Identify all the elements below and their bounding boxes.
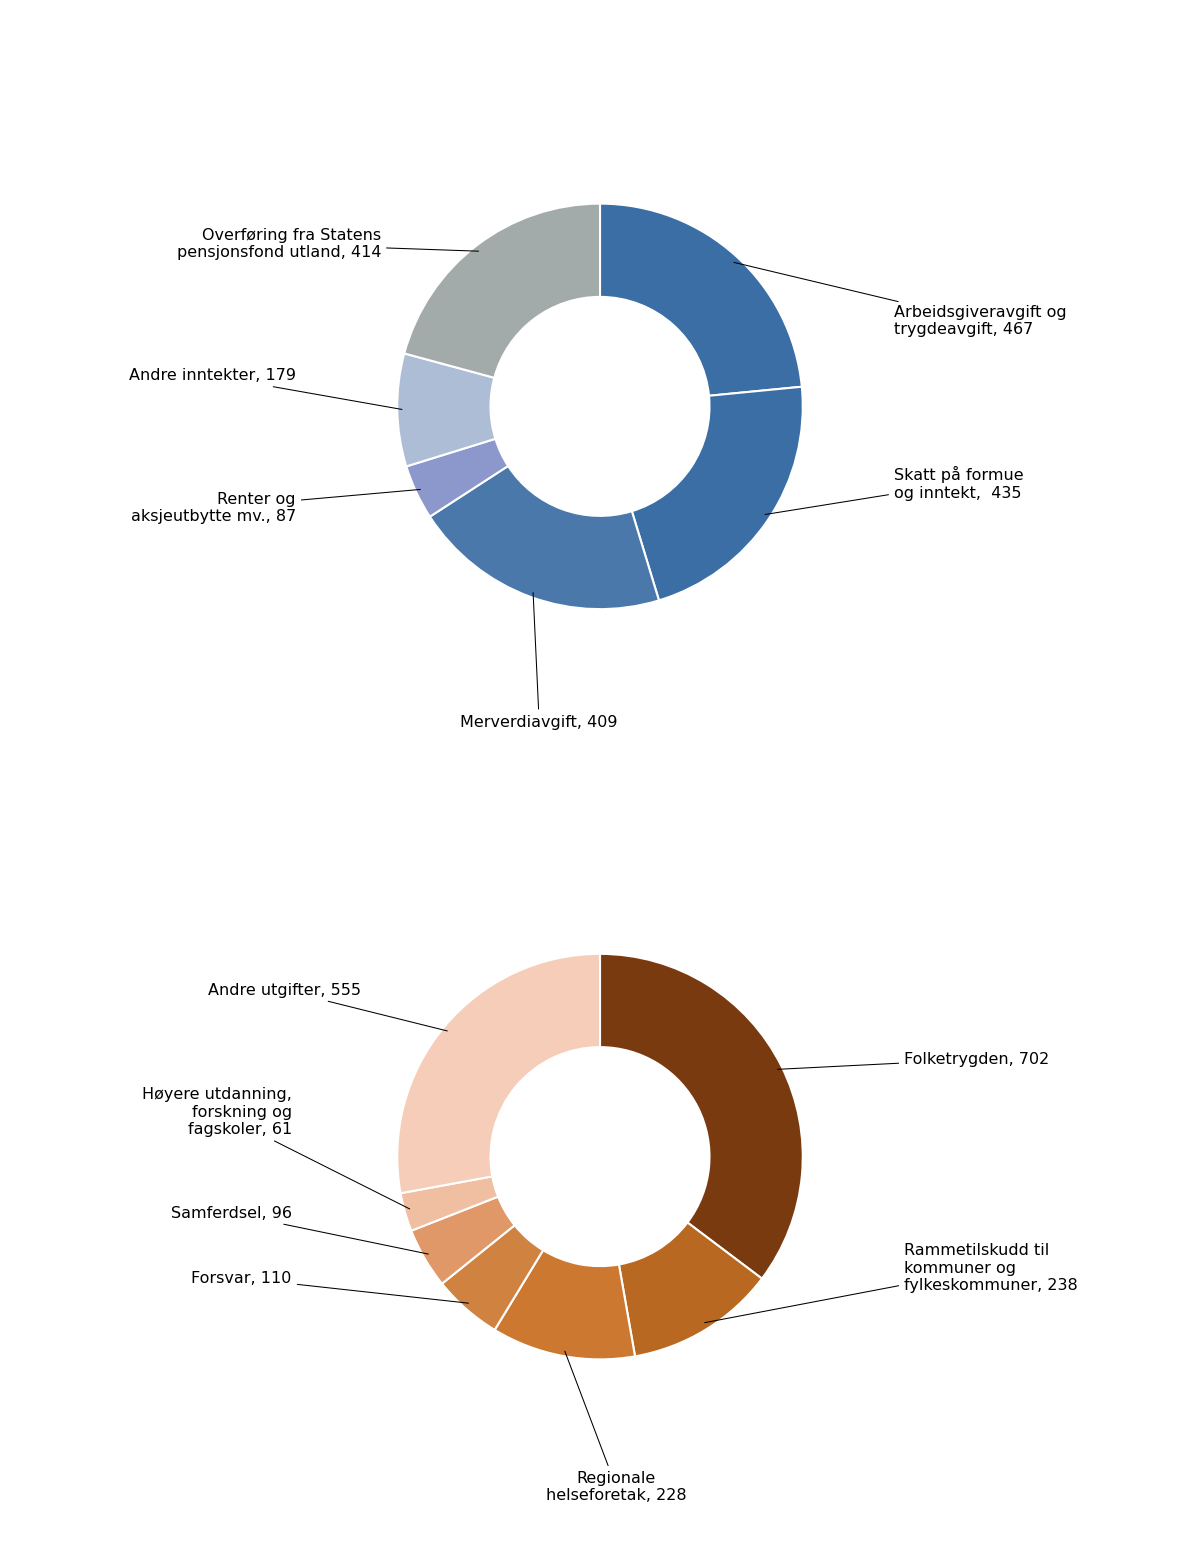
Wedge shape	[632, 386, 803, 600]
Wedge shape	[600, 203, 802, 395]
Text: Andre inntekter, 179: Andre inntekter, 179	[128, 369, 402, 410]
Wedge shape	[430, 466, 659, 610]
Text: Høyere utdanning,
forskning og
fagskoler, 61: Høyere utdanning, forskning og fagskoler…	[142, 1088, 409, 1208]
Text: Overføring fra Statens
pensjonsfond utland, 414: Overføring fra Statens pensjonsfond utla…	[176, 228, 479, 261]
Wedge shape	[407, 439, 508, 517]
Text: Folketrygden, 702: Folketrygden, 702	[778, 1052, 1050, 1069]
Text: Rammetilskudd til
kommuner og
fylkeskommuner, 238: Rammetilskudd til kommuner og fylkeskomm…	[704, 1243, 1078, 1322]
Text: Renter og
aksjeutbytte mv., 87: Renter og aksjeutbytte mv., 87	[131, 489, 420, 524]
Text: Skatt på formue
og inntekt,  435: Skatt på formue og inntekt, 435	[766, 466, 1024, 514]
Wedge shape	[397, 353, 496, 466]
Text: Regionale
helseforetak, 228: Regionale helseforetak, 228	[546, 1350, 686, 1504]
Text: Merverdiavgift, 409: Merverdiavgift, 409	[461, 592, 618, 730]
Wedge shape	[397, 953, 600, 1193]
Wedge shape	[404, 203, 600, 378]
Wedge shape	[401, 1177, 498, 1230]
Text: Forsvar, 110: Forsvar, 110	[192, 1271, 468, 1304]
Text: Samferdsel, 96: Samferdsel, 96	[170, 1207, 428, 1254]
Wedge shape	[619, 1222, 762, 1357]
Wedge shape	[442, 1225, 544, 1330]
Wedge shape	[494, 1250, 635, 1360]
Text: Arbeidsgiveravgift og
trygdeavgift, 467: Arbeidsgiveravgift og trygdeavgift, 467	[734, 263, 1067, 338]
Text: Andre utgifter, 555: Andre utgifter, 555	[208, 983, 448, 1032]
Wedge shape	[600, 953, 803, 1279]
Wedge shape	[412, 1197, 515, 1283]
